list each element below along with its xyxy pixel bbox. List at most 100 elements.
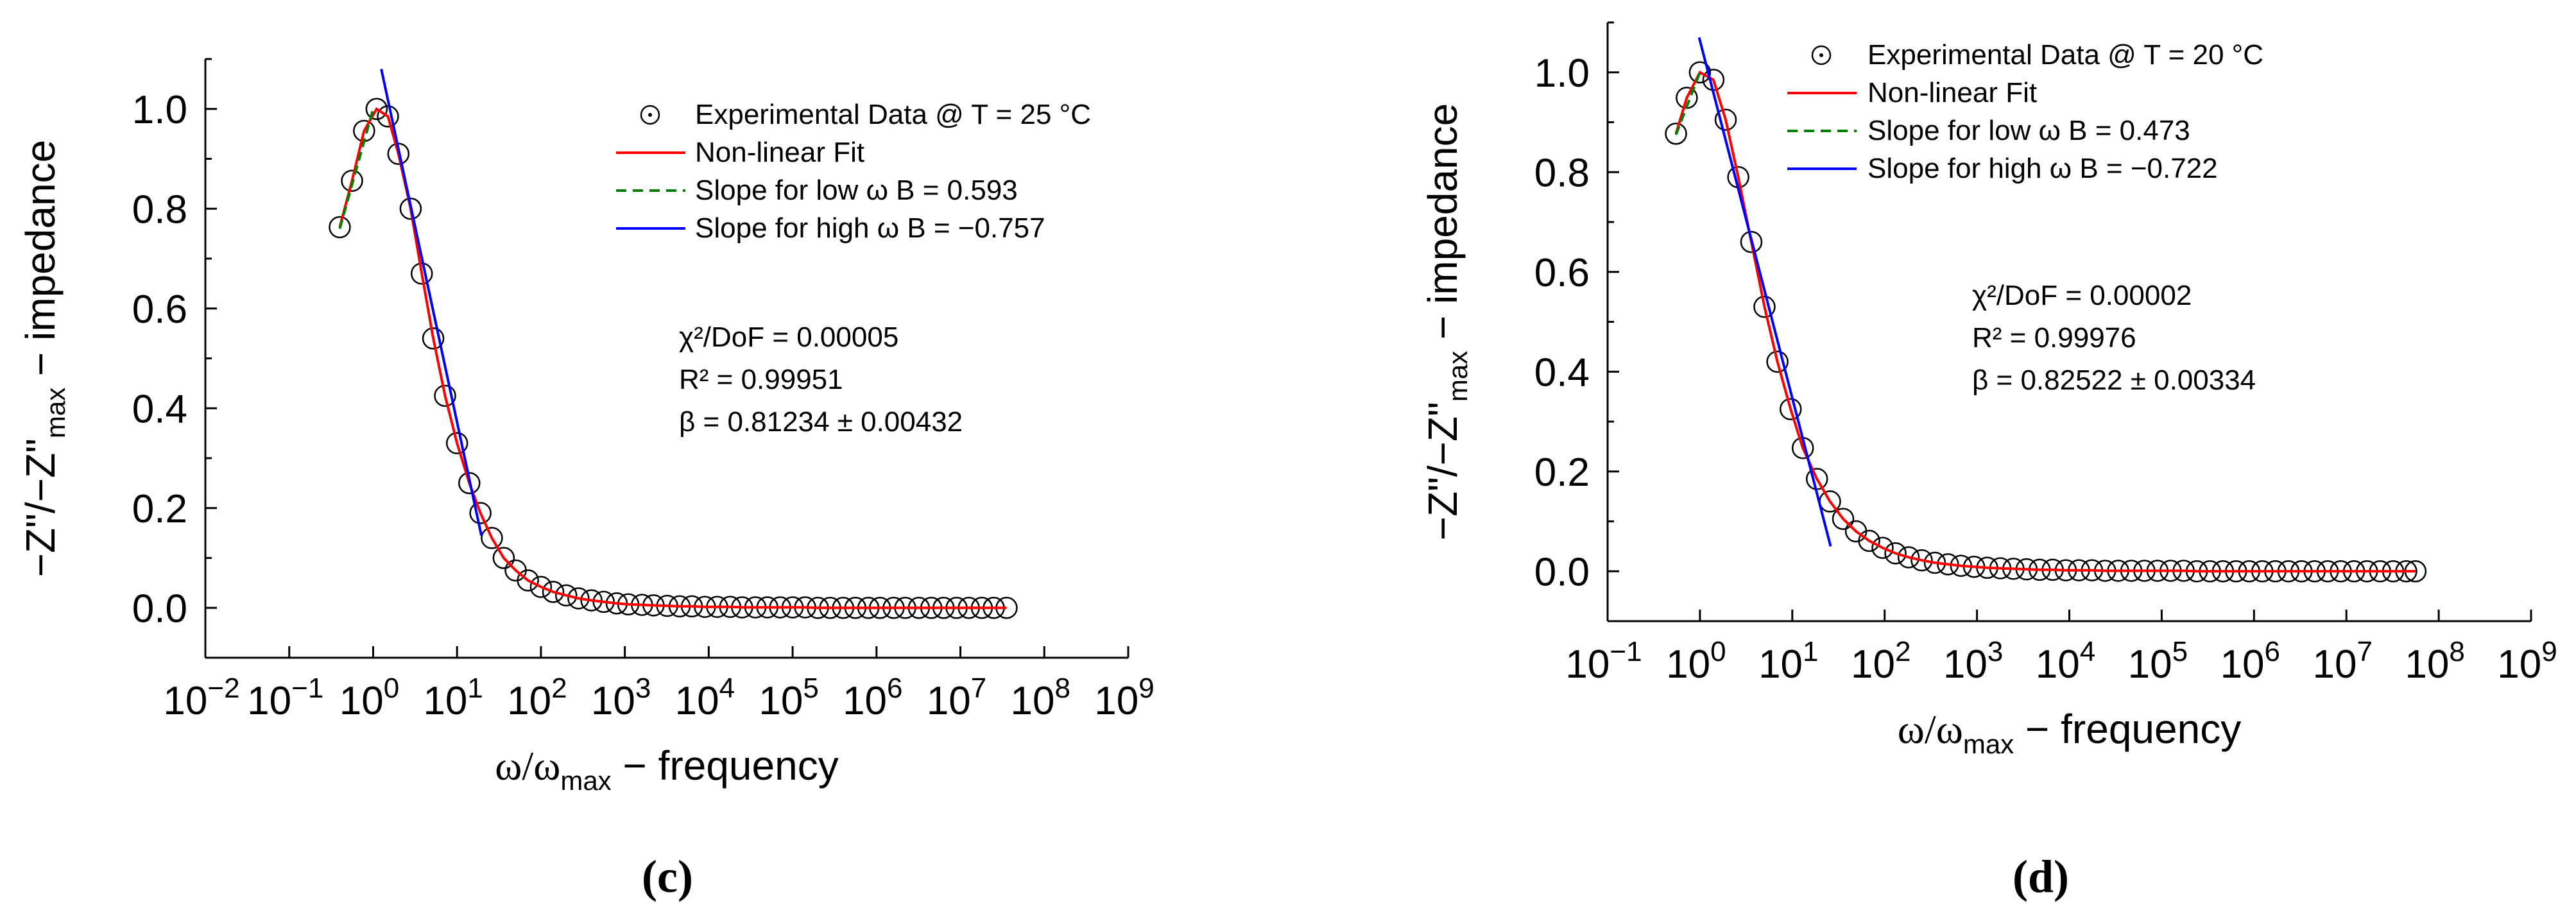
- y-tick-label: 1.0: [1534, 51, 1590, 96]
- data-point: [1779, 398, 1802, 420]
- y-tick-label: 0.2: [132, 487, 187, 531]
- x-tick-label: 102: [507, 672, 567, 723]
- data-point: [445, 432, 468, 454]
- chart-panel-c: 0.00.20.40.60.81.010−2 10−1 100 101 102 103 10…: [17, 58, 1155, 902]
- data-point: [555, 584, 578, 607]
- y-tick-label: 0.4: [132, 387, 187, 431]
- x-tick-label: 10−1: [247, 672, 323, 723]
- legend-marker: [640, 105, 660, 125]
- x-tick-label: 10−2: [163, 672, 239, 723]
- chart-panel-d: 0.0 0.2 0.4 0.6 0.8 1.0 10−1 100 101 102 103 104 105…: [1420, 21, 2557, 902]
- data-point: [422, 327, 445, 350]
- x-axis-title: ω/ωmax − frequency: [495, 742, 838, 796]
- x-tick-label: 108: [1011, 672, 1070, 723]
- data-point: [1753, 295, 1776, 318]
- x-tick-label: 103: [591, 672, 651, 723]
- legend-label: Experimental Data @ T = 25 °C: [695, 99, 1091, 130]
- panel-label: (d): [2013, 851, 2069, 902]
- data-point: [1897, 546, 1920, 569]
- high-frequency-slope-line: [380, 69, 483, 536]
- legend: Experimental Data @ T = 20 °C Non-linear …: [1787, 39, 2263, 184]
- data-point: [377, 105, 399, 128]
- y-tick-label: 0.0: [1534, 550, 1590, 594]
- data-point: [1911, 549, 1933, 572]
- fit-statistics: χ²/DoF = 0.00002 R² = 0.99976 β = 0.82522 …: [1972, 280, 2256, 396]
- legend-marker: [1811, 45, 1832, 65]
- legend-label: Experimental Data @ T = 20 °C: [1868, 39, 2263, 71]
- x-tick-label: 105: [2128, 636, 2188, 687]
- data-point: [1665, 123, 1687, 145]
- x-tick-label: 109: [2497, 636, 2557, 687]
- x-tick-label: 104: [675, 672, 735, 723]
- x-tick-label: 106: [2220, 636, 2280, 687]
- data-point: [481, 527, 503, 549]
- high-frequency-slope-line: [1697, 37, 1832, 547]
- legend-label: Slope for high ω B = −0.722: [1868, 153, 2218, 184]
- x-tick-label: 101: [1758, 636, 1818, 687]
- data-point: [341, 169, 363, 192]
- y-tick-label: 0.4: [1534, 350, 1590, 395]
- fit-statistic: β = 0.82522 ± 0.00334: [1972, 364, 2256, 396]
- data-point: [458, 472, 481, 495]
- data-point: [492, 547, 515, 569]
- experimental-data-series: [329, 98, 1018, 619]
- x-tick-label: 100: [1666, 636, 1726, 687]
- y-ticks: 0.0 0.2 0.4 0.6 0.8 1.0: [132, 58, 217, 659]
- legend: Experimental Data @ T = 25 °C Non-linear …: [616, 99, 1091, 244]
- y-tick-label: 0.6: [132, 287, 187, 332]
- fit-statistic: β = 0.81234 ± 0.00432: [679, 406, 963, 438]
- x-tick-label: 108: [2405, 636, 2464, 687]
- y-axis-title: −Z"/−Z"max − impedance: [17, 140, 71, 578]
- fit-statistic: R² = 0.99976: [1972, 322, 2136, 354]
- x-tick-label: 104: [2036, 636, 2095, 687]
- x-tick-label: 103: [1943, 636, 2003, 687]
- data-point: [469, 502, 492, 524]
- x-tick-label: 10−1: [1565, 636, 1642, 687]
- data-point: [1740, 230, 1763, 253]
- non-linear-fit-line: [338, 107, 1007, 610]
- legend-label: Slope for low ω B = 0.593: [695, 175, 1018, 206]
- x-ticks: 10−2 10−1 100 101 102 103 104 105 106 107 108 109: [163, 646, 1155, 723]
- data-point: [517, 569, 539, 592]
- legend-label: Slope for high ω B = −0.757: [695, 212, 1045, 244]
- data-point: [1884, 542, 1907, 565]
- x-tick-label: 102: [1851, 636, 1911, 687]
- x-tick-label: 107: [927, 672, 986, 723]
- data-point: [1766, 350, 1789, 373]
- non-linear-fit-line: [1674, 71, 2416, 573]
- data-point: [542, 581, 565, 603]
- data-point: [399, 198, 422, 220]
- y-tick-label: 0.8: [132, 187, 187, 232]
- legend-label: Non-linear Fit: [1868, 77, 2037, 108]
- data-point: [1871, 536, 1894, 559]
- y-tick-label: 0.0: [132, 587, 187, 631]
- x-tick-label: 100: [339, 672, 399, 723]
- fit-statistic: χ²/DoF = 0.00002: [1972, 280, 2192, 311]
- fit-statistics: χ²/DoF = 0.00005 R² = 0.99951 β = 0.81234 …: [679, 321, 963, 438]
- legend-label: Non-linear Fit: [695, 137, 864, 168]
- y-tick-label: 0.8: [1534, 151, 1590, 195]
- x-tick-label: 109: [1094, 672, 1154, 723]
- legend-marker-dot: [648, 113, 652, 117]
- data-point: [567, 587, 590, 610]
- legend-marker-dot: [1819, 53, 1823, 57]
- low-frequency-slope-line: [338, 108, 375, 229]
- x-tick-label: 107: [2312, 636, 2372, 687]
- data-point: [434, 384, 456, 407]
- x-tick-label: 105: [759, 672, 818, 723]
- legend-label: Slope for low ω B = 0.473: [1868, 115, 2190, 146]
- y-axis-title: −Z"/−Z"max − impedance: [1420, 103, 1473, 541]
- x-tick-label: 106: [843, 672, 902, 723]
- panel-label: (c): [642, 851, 693, 902]
- data-point: [1688, 61, 1712, 83]
- y-ticks: 0.0 0.2 0.4 0.6 0.8 1.0: [1534, 21, 1619, 622]
- x-tick-label: 101: [423, 672, 483, 723]
- data-point: [529, 576, 553, 598]
- y-tick-label: 0.2: [1534, 450, 1590, 495]
- data-point: [329, 216, 351, 239]
- x-ticks: 10−1 100 101 102 103 104 105 106 107 108 109: [1565, 610, 2557, 687]
- fit-statistic: R² = 0.99951: [679, 364, 843, 395]
- fit-statistic: χ²/DoF = 0.00005: [679, 321, 898, 353]
- data-point: [1858, 529, 1880, 553]
